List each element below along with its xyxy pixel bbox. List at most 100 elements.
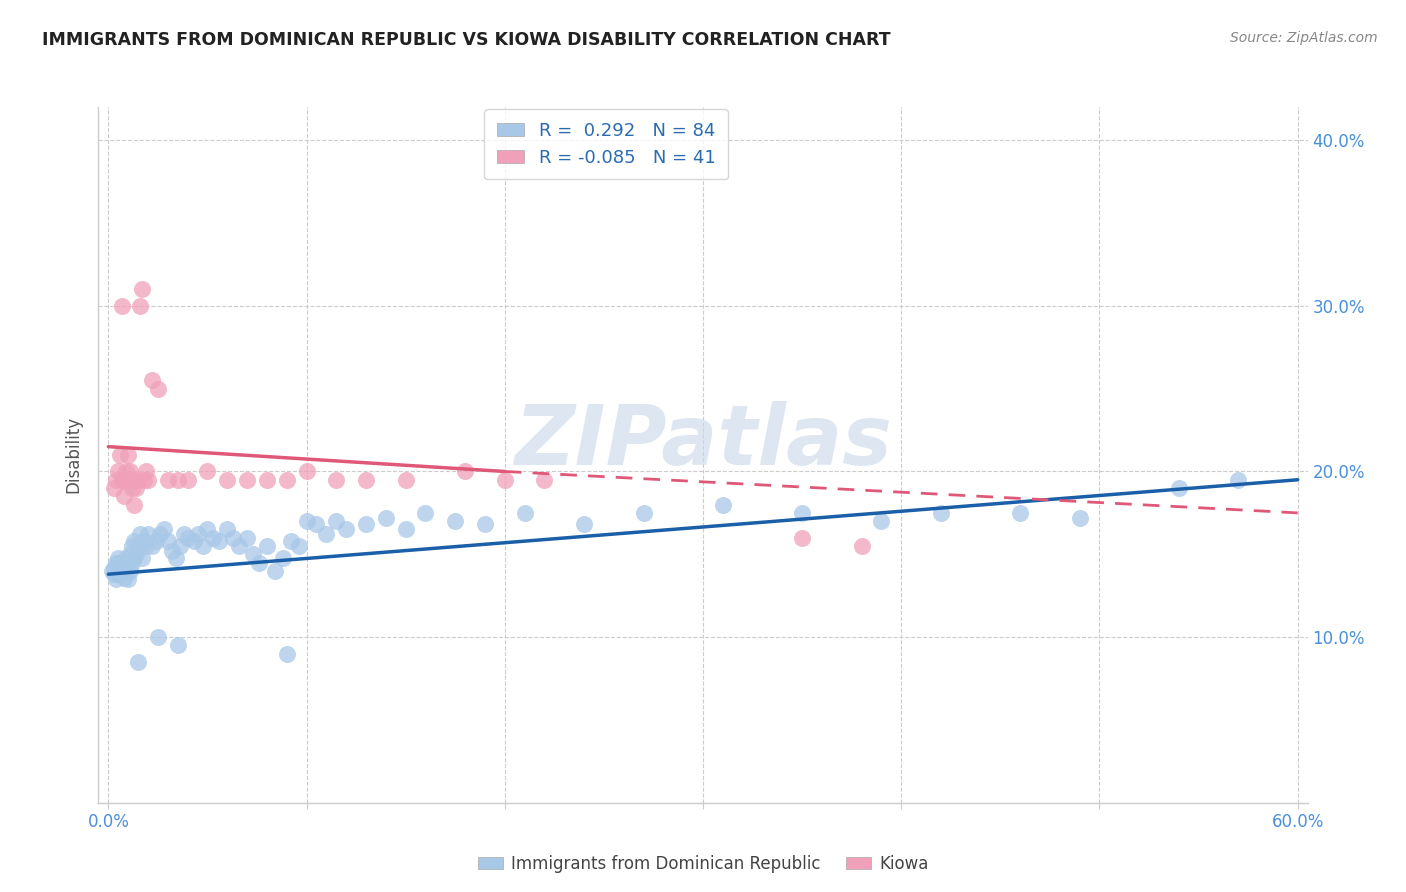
Point: [228, 539, 250, 553]
Point: [111, 560, 134, 574]
Point: [122, 498, 145, 512]
Point: [105, 473, 128, 487]
Point: [242, 547, 264, 561]
Point: [111, 299, 134, 313]
Point: [236, 473, 259, 487]
Point: [354, 473, 377, 487]
Point: [851, 539, 873, 553]
Point: [395, 473, 418, 487]
Point: [132, 473, 155, 487]
Point: [186, 527, 208, 541]
Point: [125, 547, 148, 561]
Point: [156, 473, 179, 487]
Point: [127, 539, 149, 553]
Point: [315, 527, 337, 541]
Point: [117, 572, 139, 586]
Legend: Immigrants from Dominican Republic, Kiowa: Immigrants from Dominican Republic, Kiow…: [471, 848, 935, 880]
Point: [112, 556, 135, 570]
Point: [101, 564, 124, 578]
Point: [136, 473, 159, 487]
Point: [149, 527, 172, 541]
Point: [120, 564, 142, 578]
Point: [110, 564, 132, 578]
Text: IMMIGRANTS FROM DOMINICAN REPUBLIC VS KIOWA DISABILITY CORRELATION CHART: IMMIGRANTS FROM DOMINICAN REPUBLIC VS KI…: [42, 31, 891, 49]
Point: [117, 448, 139, 462]
Point: [295, 465, 318, 479]
Point: [153, 523, 176, 537]
Point: [217, 523, 239, 537]
Point: [444, 514, 467, 528]
Point: [127, 473, 149, 487]
Point: [280, 534, 302, 549]
Point: [217, 473, 239, 487]
Legend: R =  0.292   N = 84, R = -0.085   N = 41: R = 0.292 N = 84, R = -0.085 N = 41: [485, 109, 728, 179]
Point: [202, 531, 225, 545]
Point: [115, 564, 138, 578]
Point: [305, 517, 328, 532]
Point: [107, 567, 129, 582]
Point: [256, 539, 278, 553]
Point: [513, 506, 536, 520]
Point: [474, 517, 496, 532]
Point: [263, 564, 285, 578]
Point: [112, 473, 135, 487]
Point: [454, 465, 477, 479]
Point: [533, 473, 555, 487]
Point: [208, 534, 231, 549]
Point: [112, 489, 135, 503]
Point: [165, 550, 187, 565]
Point: [870, 514, 893, 528]
Point: [105, 556, 128, 570]
Point: [395, 523, 418, 537]
Point: [121, 556, 143, 570]
Point: [122, 550, 145, 565]
Point: [790, 506, 813, 520]
Point: [120, 465, 142, 479]
Point: [120, 547, 142, 561]
Point: [197, 523, 219, 537]
Point: [929, 506, 952, 520]
Point: [193, 539, 215, 553]
Point: [132, 534, 155, 549]
Point: [103, 560, 125, 574]
Point: [136, 527, 159, 541]
Point: [1167, 481, 1189, 495]
Point: [1227, 473, 1250, 487]
Point: [295, 514, 318, 528]
Y-axis label: Disability: Disability: [65, 417, 83, 493]
Point: [107, 560, 129, 574]
Point: [131, 550, 153, 565]
Point: [115, 550, 138, 565]
Point: [103, 567, 125, 582]
Point: [117, 473, 139, 487]
Point: [494, 473, 516, 487]
Point: [141, 539, 163, 553]
Point: [176, 473, 198, 487]
Point: [325, 473, 347, 487]
Point: [335, 523, 357, 537]
Point: [790, 531, 813, 545]
Point: [169, 539, 191, 553]
Point: [121, 481, 143, 495]
Point: [711, 498, 734, 512]
Point: [276, 473, 298, 487]
Point: [173, 527, 195, 541]
Point: [145, 534, 167, 549]
Point: [121, 473, 143, 487]
Point: [107, 550, 129, 565]
Point: [111, 567, 134, 582]
Point: [271, 550, 294, 565]
Point: [256, 473, 278, 487]
Point: [105, 572, 128, 586]
Point: [129, 299, 152, 313]
Point: [131, 282, 153, 296]
Point: [354, 517, 377, 532]
Point: [122, 534, 145, 549]
Point: [247, 556, 270, 570]
Point: [146, 630, 169, 644]
Point: [1069, 511, 1091, 525]
Point: [276, 647, 298, 661]
Point: [129, 527, 152, 541]
Point: [127, 655, 149, 669]
Point: [135, 539, 157, 553]
